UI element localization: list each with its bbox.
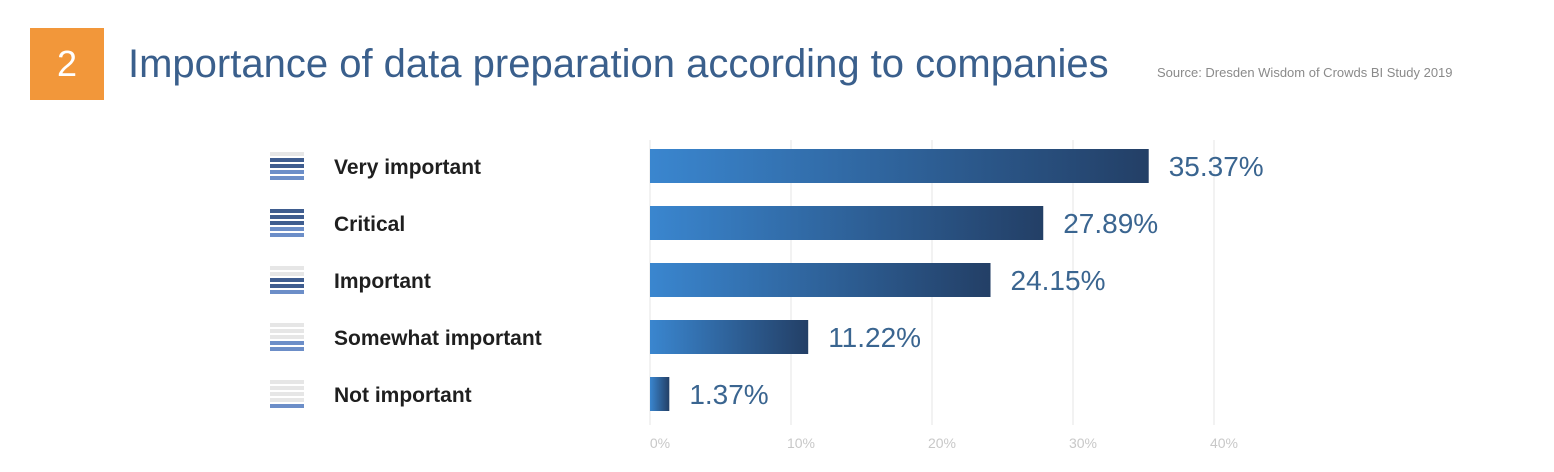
legend-stripe — [270, 164, 304, 168]
legend-stripe — [270, 392, 304, 396]
legend-stripes-icon — [270, 266, 304, 294]
value-label: 24.15% — [1011, 265, 1106, 296]
legend-stripe — [270, 380, 304, 384]
x-tick-label: 40% — [1210, 435, 1238, 451]
category-label: Important — [334, 270, 431, 293]
legend-stripe — [270, 176, 304, 180]
legend-stripe — [270, 278, 304, 282]
bar — [650, 320, 809, 354]
category-label: Critical — [334, 213, 405, 236]
x-tick-label: 30% — [1069, 435, 1097, 451]
legend-stripe — [270, 233, 304, 237]
bars: 35.37% 27.89% 24.15% 11.22% 1.37% — [650, 149, 1264, 411]
legend-stripe — [270, 158, 304, 162]
legend-stripe — [270, 386, 304, 390]
x-tick-label: 20% — [928, 435, 956, 451]
bar — [650, 206, 1044, 240]
value-label: 35.37% — [1169, 151, 1264, 182]
category-legend: Very important Critical Important Somewhat … — [270, 152, 542, 408]
source-note: Source: Dresden Wisdom of Crowds BI Stud… — [1157, 65, 1453, 80]
legend-stripe — [270, 284, 304, 288]
x-tick-label: 10% — [787, 435, 815, 451]
bar — [650, 377, 670, 411]
legend-stripe — [270, 398, 304, 402]
value-label: 27.89% — [1063, 208, 1158, 239]
section-number-badge: 2 — [30, 28, 104, 100]
legend-stripe — [270, 341, 304, 345]
legend-stripe — [270, 152, 304, 156]
legend-stripe — [270, 347, 304, 351]
legend-stripe — [270, 290, 304, 294]
legend-stripe — [270, 266, 304, 270]
legend-stripes-icon — [270, 380, 304, 408]
x-axis-ticks: 0% 10% 20% 30% 40% — [650, 435, 1238, 451]
legend-stripes-icon — [270, 152, 304, 180]
legend-stripe — [270, 404, 304, 408]
bar — [650, 149, 1149, 183]
legend-stripe — [270, 323, 304, 327]
value-label: 1.37% — [689, 379, 768, 410]
legend-stripe — [270, 227, 304, 231]
chart-title: Importance of data preparation according… — [128, 42, 1109, 86]
category-label: Not important — [334, 384, 472, 407]
legend-stripe — [270, 209, 304, 213]
value-label: 11.22% — [828, 322, 921, 353]
legend-stripe — [270, 215, 304, 219]
bar — [650, 263, 991, 297]
category-label: Very important — [334, 156, 481, 179]
category-label: Somewhat important — [334, 327, 542, 350]
legend-stripes-icon — [270, 323, 304, 351]
legend-stripe — [270, 335, 304, 339]
legend-stripe — [270, 221, 304, 225]
legend-stripe — [270, 170, 304, 174]
legend-stripe — [270, 329, 304, 333]
legend-stripes-icon — [270, 209, 304, 237]
legend-stripe — [270, 272, 304, 276]
x-tick-label: 0% — [650, 435, 670, 451]
